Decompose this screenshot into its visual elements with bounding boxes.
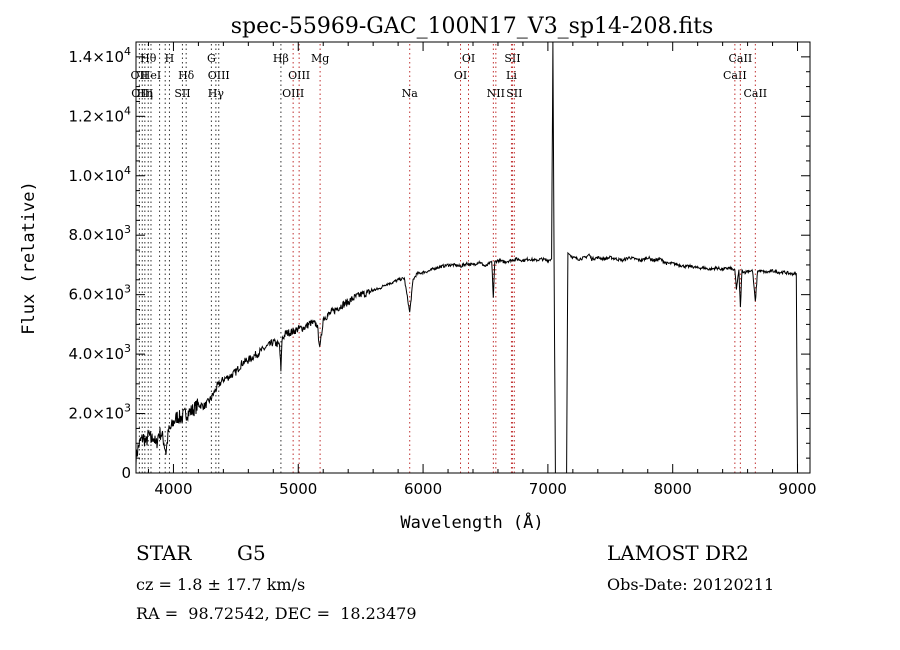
y-tick-label: 1.2×104: [68, 104, 131, 125]
y-tick-label: 6.0×103: [68, 283, 131, 304]
line-marker-label: H: [165, 52, 175, 65]
x-tick-label: 5000: [279, 480, 317, 498]
y-tick-label: 0: [121, 464, 131, 482]
coordinates: RA = 98.72542, DEC = 18.23479: [136, 604, 417, 623]
line-marker-label: OI: [454, 69, 467, 82]
y-tick-label: 1.4×104: [68, 45, 131, 66]
y-tick-label: 1.0×104: [68, 164, 131, 185]
line-marker-label: OIII: [288, 69, 310, 82]
line-marker-label: Mg: [311, 52, 329, 65]
line-marker-label: SII: [506, 87, 522, 100]
x-tick-label: 7000: [529, 480, 567, 498]
x-axis-label: Wavelength (Å): [400, 511, 543, 533]
line-marker-label: OIII: [282, 87, 304, 100]
x-tick-label: 4000: [154, 480, 192, 498]
line-marker-label: OIII: [208, 69, 230, 82]
chart-title: spec-55969-GAC_100N17_V3_sp14-208.fits: [231, 14, 714, 39]
x-tick-label: 9000: [778, 480, 816, 498]
line-marker-label: Hη: [137, 87, 153, 100]
spectrum-series-line: [135, 41, 798, 474]
line-markers: OIIOIIIHηHθHeIHSIIHδGHγOIIIHβOIIIOIIIMgN…: [131, 44, 767, 473]
line-marker-label: CaII: [743, 87, 767, 100]
survey-name: LAMOST DR2: [607, 541, 749, 565]
y-tick-label: 4.0×103: [68, 342, 131, 363]
line-marker-label: Li: [506, 69, 517, 82]
x-tick-label: 8000: [654, 480, 692, 498]
line-marker-label: Hθ: [140, 52, 157, 65]
line-marker-label: CaII: [723, 69, 747, 82]
line-marker-label: NII: [487, 87, 505, 100]
line-marker-label: Hβ: [273, 52, 289, 65]
plot-frame: [135, 41, 811, 474]
y-tick-label: 2.0×103: [68, 402, 131, 423]
line-marker-label: G: [207, 52, 216, 65]
line-marker-label: Hγ: [208, 87, 225, 100]
line-marker-label: SII: [504, 52, 520, 65]
object-class: STAR: [136, 541, 192, 565]
obs-date: Obs-Date: 20120211: [607, 575, 775, 594]
y-tick-label: 8.0×103: [68, 223, 131, 244]
y-axis-label: Flux (relative): [19, 181, 39, 335]
axis-ticks: 4000 5000 6000 7000 8000 9000 0 2.0×103 4.0×103 6…: [68, 41, 817, 498]
subclass: G5: [237, 541, 266, 565]
line-marker-label: HeI: [141, 69, 161, 82]
line-marker-label: CaII: [729, 52, 753, 65]
line-marker-label: Na: [402, 87, 419, 100]
line-marker-label: OI: [462, 52, 475, 65]
x-tick-label: 6000: [404, 480, 442, 498]
redshift-readout: cz = 1.8 ± 17.7 km/s: [136, 575, 306, 594]
line-marker-label: OII: [131, 69, 149, 82]
line-marker-label: Hδ: [178, 69, 195, 82]
line-marker-label: SII: [174, 87, 190, 100]
